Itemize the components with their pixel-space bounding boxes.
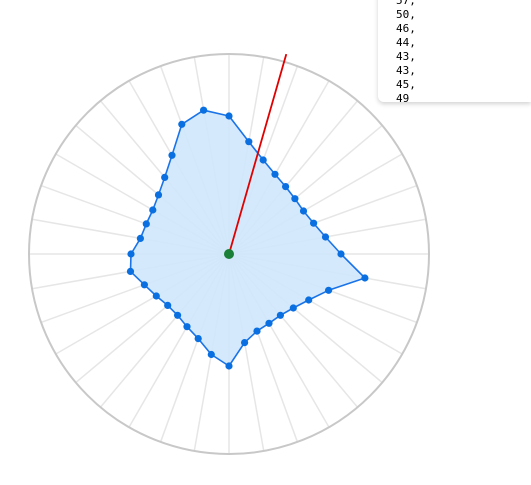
data-point [174, 311, 182, 319]
data-point [259, 156, 267, 164]
data-point [245, 138, 253, 146]
value-line: 46, [396, 22, 416, 35]
data-point [361, 274, 369, 282]
data-point [152, 292, 160, 300]
points-layer [126, 106, 369, 370]
data-point [183, 323, 191, 331]
data-point [337, 250, 345, 258]
values-panel[interactable]: 57, 50, 46, 44, 43, 43, 45, 49 [378, 0, 531, 102]
value-line: 44, [396, 36, 416, 49]
data-point [305, 296, 313, 304]
value-line: 57, [396, 0, 416, 7]
value-line: 43, [396, 64, 416, 77]
data-point [289, 304, 297, 312]
data-point [140, 281, 148, 289]
data-point [299, 207, 308, 215]
data-point [265, 319, 273, 327]
data-point [142, 220, 150, 228]
data-point [164, 301, 172, 309]
data-point [127, 250, 135, 258]
data-point [271, 170, 279, 178]
data-point [207, 350, 215, 359]
data-point [178, 120, 186, 128]
data-point [241, 339, 249, 347]
data-point [149, 206, 157, 214]
data-point [253, 327, 261, 335]
data-point [161, 173, 169, 181]
data-point [168, 151, 176, 159]
needle-line [228, 53, 288, 255]
ring-layer [28, 53, 430, 455]
data-point [194, 335, 202, 343]
data-point [154, 191, 163, 199]
data-point [200, 106, 208, 114]
value-line: 50, [396, 8, 416, 21]
values-list: 57, 50, 46, 44, 43, 43, 45, 49 [378, 0, 531, 102]
data-point [310, 219, 318, 227]
data-point [325, 286, 333, 294]
data-point [282, 183, 290, 191]
value-line: 49 [396, 92, 410, 102]
series-area-layer [129, 109, 366, 367]
center-dot [224, 249, 234, 259]
data-point [321, 233, 330, 241]
data-point [291, 195, 299, 203]
outer-ring [28, 53, 430, 455]
data-point [136, 234, 144, 242]
value-line: 45, [396, 78, 416, 91]
needle-layer [224, 53, 288, 259]
series-area [129, 109, 366, 367]
data-point [126, 267, 135, 275]
data-point [276, 311, 284, 319]
value-line: 43, [396, 50, 416, 63]
data-point [225, 362, 233, 370]
data-point [225, 112, 233, 120]
